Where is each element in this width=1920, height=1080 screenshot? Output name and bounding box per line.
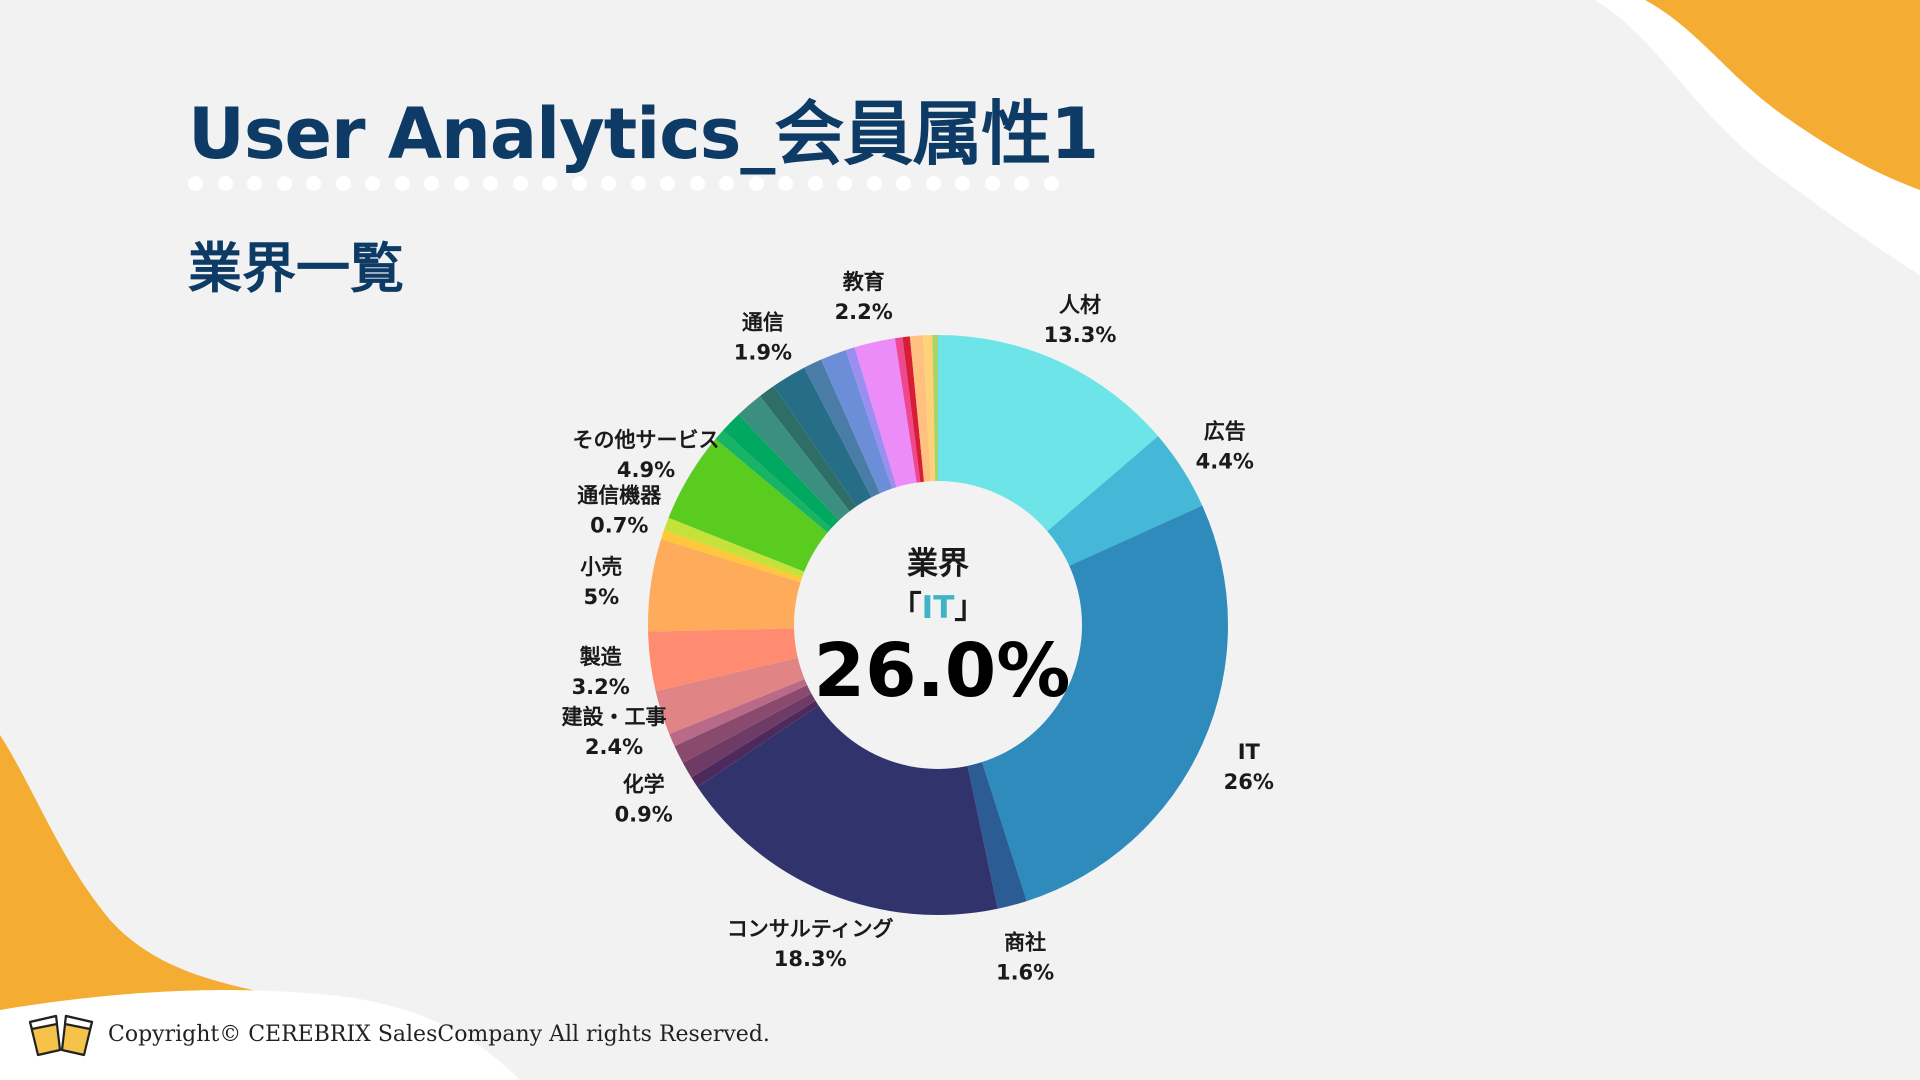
label-value: 13.3%: [1044, 323, 1117, 347]
divider-dot: [571, 176, 587, 191]
label-IT: IT 26%: [1224, 740, 1274, 794]
label-name: 通信機器: [577, 483, 662, 507]
divider-dot: [512, 176, 528, 191]
divider-dot: [394, 176, 410, 191]
label-name: 化学: [623, 772, 665, 796]
center-bracket-close: 」: [954, 590, 985, 626]
divider-dot: [365, 176, 380, 191]
label-name: IT: [1238, 740, 1261, 764]
label-value: 1.9%: [734, 341, 792, 365]
beer-toast-logo-icon: [28, 1014, 94, 1057]
label-value: 2.2%: [835, 300, 893, 324]
center-caption: 業界: [907, 546, 969, 582]
divider-dot: [188, 176, 203, 191]
center-category-name: IT: [922, 590, 955, 626]
label-人材: 人材 13.3%: [1044, 293, 1117, 347]
label-name: コンサルティング: [727, 917, 894, 941]
divider-dot: [335, 176, 351, 191]
section-subtitle: 業界一覧: [188, 237, 404, 300]
label-name: 製造: [579, 645, 623, 669]
label-通信: 通信 1.9%: [734, 311, 792, 365]
divider-dot: [660, 176, 675, 191]
label-教育: 教育 2.2%: [835, 270, 893, 324]
label-value: 5%: [583, 585, 619, 609]
divider-dot: [542, 176, 557, 191]
label-name: 商社: [1004, 931, 1046, 955]
divider-dot: [1043, 176, 1059, 191]
label-通信機器: 通信機器 0.7%: [577, 483, 662, 537]
label-商社: 商社 1.6%: [996, 931, 1054, 985]
label-建設・工事: 建設・工事 2.4%: [562, 705, 667, 759]
divider-dot: [719, 176, 734, 191]
label-name: その他サービス: [573, 428, 720, 452]
divider-dot: [778, 176, 793, 191]
donut-hole: [794, 481, 1082, 769]
label-name: 小売: [580, 555, 622, 579]
label-value: 1.6%: [996, 961, 1054, 985]
divider-dot: [217, 176, 233, 191]
label-value: 0.9%: [615, 802, 673, 826]
label-name: 通信: [742, 311, 784, 335]
label-name: 広告: [1204, 419, 1246, 443]
divider-dot: [896, 176, 911, 191]
divider-dot: [453, 176, 469, 191]
center-bracket-open: 「: [891, 590, 922, 626]
dotted-divider: [188, 176, 1059, 191]
divider-dot: [748, 176, 764, 191]
label-小売: 小売 5%: [580, 555, 622, 609]
label-value: 2.4%: [585, 735, 643, 759]
divider-dot: [424, 176, 439, 191]
divider-dot: [807, 176, 823, 191]
center-value: 26.0%: [814, 628, 1071, 714]
slice-labels: 人材 13.3% 広告 4.4% IT 26% 商社 1.6% コンサルティング 18.3% 化学 0…: [562, 270, 1274, 985]
divider-dot: [630, 176, 646, 191]
divider-dot: [601, 176, 616, 191]
label-name: 教育: [843, 270, 885, 294]
divider-dot: [984, 176, 1000, 191]
top-right-orange-wave: [1645, 0, 1920, 190]
label-その他サービス: その他サービス 4.9%: [573, 428, 720, 482]
label-製造: 製造 3.2%: [572, 645, 630, 699]
divider-dot: [925, 176, 941, 191]
label-value: 18.3%: [774, 947, 847, 971]
divider-dot: [483, 176, 498, 191]
label-化学: 化学 0.9%: [615, 772, 673, 826]
divider-dot: [276, 176, 292, 191]
divider-dot: [837, 176, 852, 191]
label-コンサルティング: コンサルティング 18.3%: [727, 917, 894, 971]
divider-dot: [1014, 176, 1029, 191]
divider-dot: [306, 176, 321, 191]
copyright-text: Copyright© CEREBRIX SalesCompany All rig…: [108, 1022, 770, 1047]
divider-dot: [955, 176, 970, 191]
divider-dot: [866, 176, 882, 191]
bottom-white-wave: [0, 990, 520, 1080]
label-value: 0.7%: [590, 513, 648, 537]
divider-dot: [689, 176, 705, 191]
label-value: 26%: [1224, 770, 1274, 794]
center-category: 「IT」: [891, 590, 986, 626]
page-title: User Analytics_会員属性1: [188, 93, 1099, 175]
label-value: 4.9%: [617, 458, 675, 482]
label-name: 人材: [1059, 293, 1101, 317]
divider-dot: [247, 176, 262, 191]
label-広告: 広告 4.4%: [1196, 419, 1254, 473]
label-value: 3.2%: [572, 675, 630, 699]
label-value: 4.4%: [1196, 449, 1254, 473]
label-name: 建設・工事: [562, 705, 667, 729]
